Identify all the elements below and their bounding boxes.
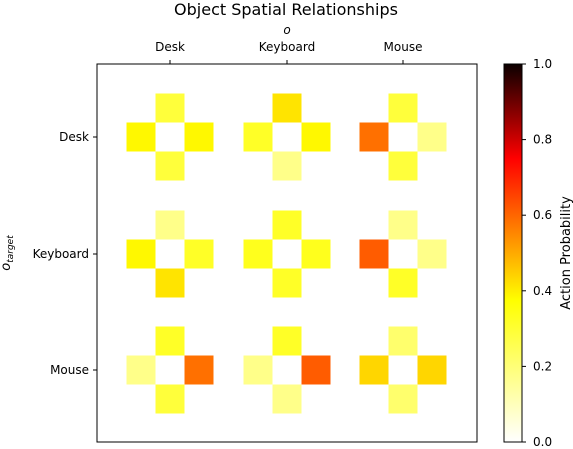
x-tick-label: Mouse [384, 40, 423, 54]
x-tick-label: Desk [155, 40, 185, 54]
colorbar-label: Action Probability [559, 196, 573, 310]
heatmap-cell-0-2-left [359, 122, 389, 152]
heatmap-cell-1-1-up [272, 210, 302, 240]
heatmap-cell-1-0-up [155, 210, 185, 240]
heatmap-cell-1-2-down [388, 268, 418, 298]
heatmap-cell-1-1-left [243, 239, 273, 269]
heatmap-cell-1-1-down [272, 268, 302, 298]
y-axis-label-subscript: target [6, 235, 16, 263]
heatmap-cell-1-2-left [359, 239, 389, 269]
colorbar-tick-label: 0.8 [533, 133, 552, 147]
y-axis-label: otarget [0, 235, 16, 271]
heatmap-cell-2-1-down [272, 384, 302, 414]
heatmap-cell-2-2-left [359, 355, 389, 385]
y-tick-label: Keyboard [33, 247, 89, 261]
heatmap-cell-0-0-up [155, 93, 185, 123]
heatmap-cell-0-0-down [155, 151, 185, 181]
heatmap-cell-0-1-left [243, 122, 273, 152]
heatmap-cell-0-1-down [272, 151, 302, 181]
heatmap-cell-2-1-left [243, 355, 273, 385]
heatmap-cell-0-1-up [272, 93, 302, 123]
x-ticks: Desk Keyboard Mouse [155, 40, 422, 64]
heatmap-cell-2-1-up [272, 326, 302, 356]
chart-title: Object Spatial Relationships [174, 0, 398, 19]
colorbar-tick-label: 0.2 [533, 359, 552, 373]
heatmap-cell-1-2-right [417, 239, 447, 269]
heatmap-cell-1-0-left [126, 239, 156, 269]
heatmap-cell-0-2-right [417, 122, 447, 152]
heatmap-cell-2-0-up [155, 326, 185, 356]
heatmap-cell-1-2-up [388, 210, 418, 240]
heatmap-cell-2-2-up [388, 326, 418, 356]
y-tick-label: Desk [59, 130, 89, 144]
plot-area [97, 64, 477, 442]
y-axis-label-main: o [0, 263, 14, 271]
colorbar-ticks: 0.0 0.2 0.4 0.6 0.8 1.0 [522, 57, 552, 449]
colorbar-tick-label: 0.0 [533, 435, 552, 449]
heatmap-cell-0-0-left [126, 122, 156, 152]
colorbar [503, 63, 523, 443]
y-tick-label: Mouse [50, 363, 89, 377]
heatmap-cell-2-0-right [184, 355, 214, 385]
colorbar-tick-label: 0.6 [533, 208, 552, 222]
heatmap-cell-0-2-up [388, 93, 418, 123]
heatmap-cell-1-1-right [301, 239, 331, 269]
heatmap-cell-1-0-down [155, 268, 185, 298]
heatmap-cell-2-0-down [155, 384, 185, 414]
x-tick-label: Keyboard [259, 40, 315, 54]
x-axis-label: o [283, 23, 290, 37]
heatmap-cell-1-0-right [184, 239, 214, 269]
heatmap-cell-2-1-right [301, 355, 331, 385]
heatmap-cell-0-2-down [388, 151, 418, 181]
heatmap-cell-2-2-right [417, 355, 447, 385]
colorbar-tick-label: 1.0 [533, 57, 552, 71]
heatmap-cell-2-0-left [126, 355, 156, 385]
heatmap-cell-0-1-right [301, 122, 331, 152]
heatmap-cell-2-2-down [388, 384, 418, 414]
y-ticks: Desk Keyboard Mouse [33, 130, 97, 377]
colorbar-tick-label: 0.4 [533, 284, 552, 298]
heatmap-cell-0-0-right [184, 122, 214, 152]
cells-layer [126, 93, 447, 414]
